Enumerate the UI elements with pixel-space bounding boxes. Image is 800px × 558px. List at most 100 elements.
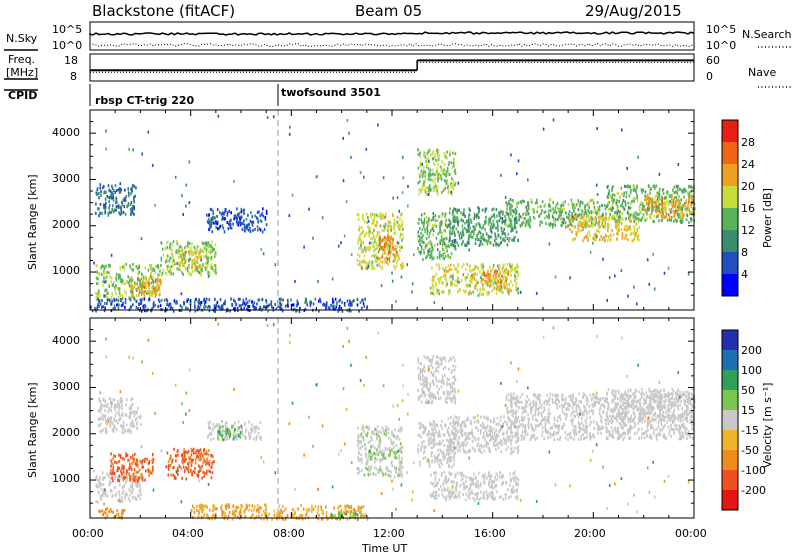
power-cell	[433, 216, 435, 219]
velocity-cell	[136, 460, 138, 463]
power-cell	[254, 228, 256, 231]
power-cell	[450, 264, 452, 267]
power-cell	[247, 214, 249, 217]
velocity-cell	[112, 422, 114, 425]
power-cell	[610, 208, 612, 211]
power-cell	[383, 176, 385, 179]
power-cell	[451, 161, 453, 164]
power-cell	[505, 235, 507, 238]
velocity-cell	[208, 434, 210, 437]
power-cell	[590, 210, 592, 213]
power-cell	[407, 205, 409, 208]
power-cell	[495, 276, 497, 279]
power-cell	[244, 224, 246, 227]
power-cell	[685, 207, 687, 210]
power-cell	[165, 260, 167, 263]
power-cell	[679, 188, 681, 191]
power-cell	[496, 237, 498, 240]
power-cell	[252, 215, 254, 218]
velocity-cell	[170, 456, 172, 459]
velocity-cell	[130, 422, 132, 425]
velocity-cell	[98, 481, 100, 484]
power-cell	[391, 251, 393, 254]
power-cell	[645, 209, 647, 212]
velocity-cell	[117, 400, 119, 403]
power-cell	[455, 248, 457, 251]
velocity-cell	[254, 506, 256, 509]
power-cell	[454, 220, 456, 223]
power-cell	[402, 224, 404, 227]
power-cell	[488, 291, 490, 294]
velocity-cell	[130, 490, 132, 493]
power-cell	[370, 213, 372, 216]
power-cell	[96, 282, 98, 285]
power-cell	[607, 196, 609, 199]
power-cell	[260, 214, 262, 217]
power-cell	[594, 206, 596, 209]
power-cell	[592, 199, 594, 202]
velocity-cell	[268, 513, 270, 516]
power-cell	[206, 248, 208, 251]
power-cell	[473, 226, 475, 229]
velocity-cell	[139, 416, 141, 419]
power-cell	[371, 222, 373, 225]
power-cell	[426, 226, 428, 229]
power-cell	[214, 270, 216, 273]
power-cell	[257, 211, 259, 214]
power-cell	[569, 210, 571, 213]
velocity-cell	[196, 473, 198, 476]
power-cell	[630, 207, 632, 210]
velocity-cell	[98, 409, 100, 412]
power-cell	[395, 300, 397, 303]
power-cell	[169, 260, 171, 263]
velocity-cell	[146, 458, 148, 461]
velocity-cell	[129, 500, 131, 503]
velocity-cell	[191, 453, 193, 456]
noise-right-tick-top: 10^5	[706, 23, 736, 36]
power-cell	[627, 238, 629, 241]
power-cell	[450, 256, 452, 259]
power-cell	[380, 225, 382, 228]
power-cell	[387, 246, 389, 249]
velocity-cell	[191, 509, 193, 512]
power-cell	[155, 295, 157, 298]
power-cell	[418, 167, 420, 170]
power-cell	[654, 288, 656, 291]
power-cell	[104, 302, 106, 305]
velocity-cell	[173, 448, 175, 451]
power-cell	[124, 306, 126, 309]
power-cell	[173, 259, 175, 262]
power-cell	[371, 263, 373, 266]
velocity-cell	[111, 490, 113, 493]
power-cell	[150, 272, 152, 275]
velocity-cell	[167, 452, 169, 455]
power-cell	[397, 196, 399, 199]
power-cell	[197, 270, 199, 273]
velocity-cell	[200, 458, 202, 461]
power-cell	[434, 223, 436, 226]
power-cell	[239, 217, 241, 220]
power-cell	[516, 263, 518, 266]
power-cell	[281, 303, 283, 306]
power-cell	[502, 211, 504, 214]
velocity-cell	[168, 468, 170, 471]
power-cell	[674, 213, 676, 216]
power-cell	[134, 195, 136, 198]
velocity-cell	[172, 474, 174, 477]
power-cell	[608, 208, 610, 211]
power-cell	[366, 148, 368, 151]
power-cell	[344, 304, 346, 307]
power-cell	[419, 243, 421, 246]
velocity-cell	[303, 508, 305, 511]
power-cell	[487, 270, 489, 273]
velocity-cell	[253, 437, 255, 440]
power-cell	[141, 277, 143, 280]
power-cell	[437, 192, 439, 195]
power-cell	[590, 216, 592, 219]
velocity-cell	[198, 458, 200, 461]
power-cell	[511, 239, 513, 242]
power-cell	[420, 188, 422, 191]
power-cell	[536, 292, 538, 295]
power-cell	[512, 284, 514, 287]
velocity-cell	[287, 514, 289, 517]
